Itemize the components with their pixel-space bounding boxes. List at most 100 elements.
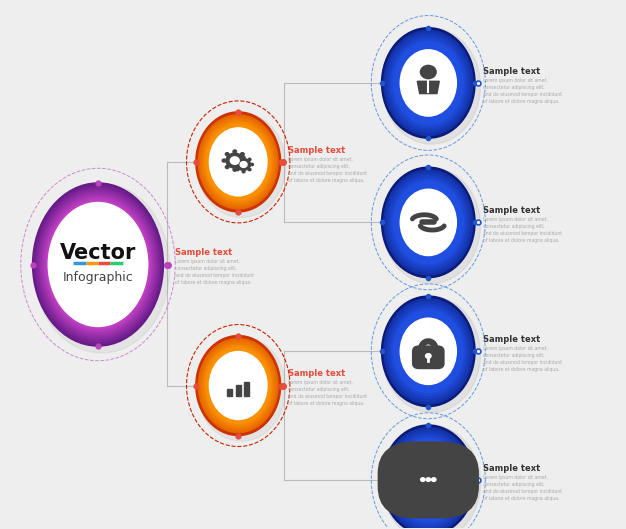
Ellipse shape <box>382 296 481 413</box>
Ellipse shape <box>382 28 475 138</box>
Circle shape <box>226 153 244 168</box>
Circle shape <box>248 168 251 171</box>
Text: Sample text: Sample text <box>483 335 540 344</box>
Ellipse shape <box>386 302 470 401</box>
Circle shape <box>242 156 245 159</box>
Ellipse shape <box>197 336 286 441</box>
Ellipse shape <box>197 113 286 217</box>
Circle shape <box>236 158 239 161</box>
Ellipse shape <box>389 433 468 527</box>
Ellipse shape <box>389 36 468 130</box>
Ellipse shape <box>382 167 475 278</box>
Text: Sample text: Sample text <box>175 249 232 258</box>
Ellipse shape <box>206 348 270 423</box>
Circle shape <box>222 159 226 162</box>
Ellipse shape <box>391 178 466 267</box>
Circle shape <box>421 66 436 79</box>
Ellipse shape <box>205 346 272 425</box>
Ellipse shape <box>382 425 475 529</box>
Ellipse shape <box>382 425 481 529</box>
Ellipse shape <box>400 318 456 385</box>
Circle shape <box>250 163 254 166</box>
Text: Lorem ipsum dolor sit amet,
consectetur adipiscing elit,
and do eiusmod tempor i: Lorem ipsum dolor sit amet, consectetur … <box>175 259 254 285</box>
Circle shape <box>233 163 237 166</box>
Ellipse shape <box>386 33 470 133</box>
Bar <box>244 381 249 396</box>
Ellipse shape <box>389 304 468 398</box>
Ellipse shape <box>393 439 463 522</box>
Ellipse shape <box>391 307 466 396</box>
Text: Sample text: Sample text <box>288 146 346 155</box>
Ellipse shape <box>198 115 278 209</box>
Ellipse shape <box>198 339 278 433</box>
Ellipse shape <box>393 310 463 393</box>
Ellipse shape <box>384 428 473 529</box>
Ellipse shape <box>386 431 470 529</box>
Polygon shape <box>414 486 426 493</box>
Ellipse shape <box>36 188 160 341</box>
Ellipse shape <box>202 118 275 205</box>
Circle shape <box>236 168 239 171</box>
Ellipse shape <box>202 342 275 429</box>
Bar <box>227 389 232 396</box>
Circle shape <box>421 478 425 481</box>
Polygon shape <box>418 81 439 94</box>
Circle shape <box>233 150 237 153</box>
Ellipse shape <box>203 121 274 203</box>
Circle shape <box>426 478 431 481</box>
Ellipse shape <box>209 128 267 196</box>
Ellipse shape <box>46 200 150 329</box>
Ellipse shape <box>382 296 475 407</box>
Text: Vector: Vector <box>60 243 136 263</box>
Ellipse shape <box>43 195 153 334</box>
Ellipse shape <box>44 198 151 331</box>
Text: Sample text: Sample text <box>483 206 540 215</box>
Text: Lorem ipsum dolor sit amet,
consectetur adipiscing elit,
and do eiusmod tempor i: Lorem ipsum dolor sit amet, consectetur … <box>483 475 562 501</box>
Text: Infographic: Infographic <box>63 271 133 284</box>
Ellipse shape <box>34 184 170 353</box>
Ellipse shape <box>389 176 468 269</box>
Ellipse shape <box>393 181 463 264</box>
Circle shape <box>244 159 247 162</box>
Ellipse shape <box>386 172 470 272</box>
Ellipse shape <box>391 436 466 524</box>
Ellipse shape <box>38 190 158 339</box>
Ellipse shape <box>400 189 456 256</box>
Circle shape <box>233 168 237 171</box>
Circle shape <box>432 478 436 481</box>
Ellipse shape <box>34 185 162 344</box>
Ellipse shape <box>400 50 456 116</box>
Ellipse shape <box>384 31 473 135</box>
Ellipse shape <box>203 344 274 427</box>
Text: Lorem ipsum dolor sit amet,
consectetur adipiscing elit,
and do eiusmod tempor i: Lorem ipsum dolor sit amet, consectetur … <box>483 217 562 243</box>
Ellipse shape <box>391 39 466 127</box>
FancyBboxPatch shape <box>413 346 444 369</box>
FancyBboxPatch shape <box>378 442 478 518</box>
Ellipse shape <box>205 122 272 202</box>
Ellipse shape <box>200 117 277 207</box>
Text: Sample text: Sample text <box>288 369 346 378</box>
Ellipse shape <box>209 352 267 419</box>
Circle shape <box>248 158 251 161</box>
Circle shape <box>225 153 229 156</box>
Circle shape <box>240 161 247 167</box>
Text: Lorem ipsum dolor sit amet,
consectetur adipiscing elit,
and do eiusmod tempor i: Lorem ipsum dolor sit amet, consectetur … <box>483 346 562 372</box>
Bar <box>235 385 241 396</box>
Ellipse shape <box>48 203 148 326</box>
Circle shape <box>240 166 244 169</box>
Ellipse shape <box>196 335 280 435</box>
Text: Lorem ipsum dolor sit amet,
consectetur adipiscing elit,
and do eiusmod tempor i: Lorem ipsum dolor sit amet, consectetur … <box>288 157 367 183</box>
Circle shape <box>225 166 229 169</box>
Ellipse shape <box>393 41 463 124</box>
Ellipse shape <box>196 112 280 212</box>
Ellipse shape <box>206 124 270 200</box>
Circle shape <box>426 354 431 358</box>
Text: Sample text: Sample text <box>483 464 540 473</box>
Circle shape <box>230 157 239 165</box>
Ellipse shape <box>400 447 456 514</box>
Circle shape <box>242 170 245 173</box>
Circle shape <box>240 153 244 156</box>
Ellipse shape <box>33 183 163 346</box>
Text: Sample text: Sample text <box>483 67 540 76</box>
Ellipse shape <box>384 299 473 404</box>
